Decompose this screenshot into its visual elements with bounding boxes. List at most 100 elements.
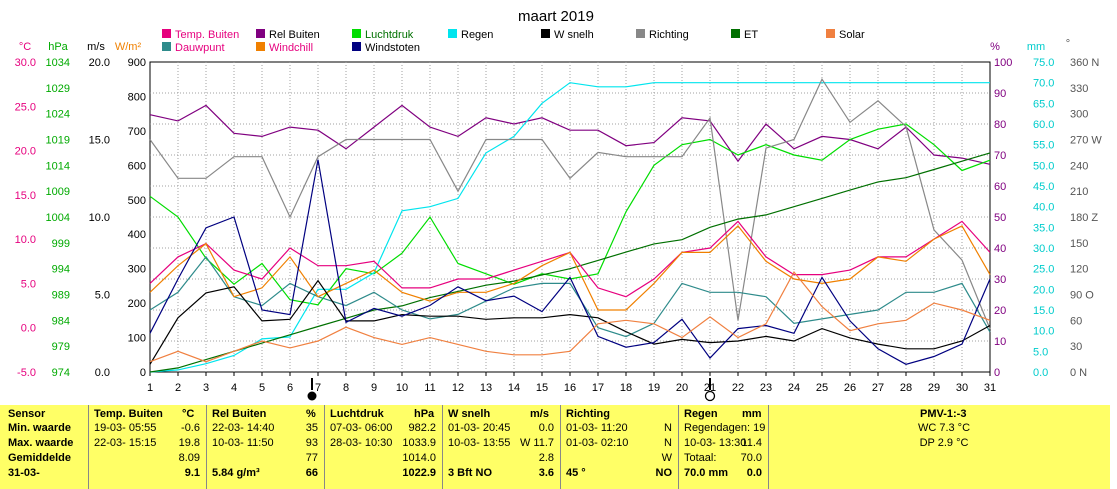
pct-tick: 0: [994, 367, 1000, 379]
stats-cell-label: Gemiddelde: [8, 452, 71, 464]
legend-swatch: [731, 29, 740, 38]
mm-tick: 25.0: [1033, 264, 1054, 276]
unit-wm2: W/m²: [115, 41, 142, 53]
statistics-table: Sensor Temp. Buiten °C Rel Buiten % Luch…: [0, 405, 1110, 489]
x-tick: 5: [259, 382, 265, 394]
stats-cell-druk-time: 28-03- 10:30: [330, 437, 393, 449]
stats-cell-regen-a: 70.0 mm: [684, 467, 729, 479]
hpa-tick: 1004: [46, 212, 70, 224]
deg-tick: 270 W: [1070, 135, 1102, 147]
x-tick: 24: [788, 382, 800, 394]
stats-cell-dir-val: W: [661, 452, 672, 464]
hpa-tick: 1019: [46, 135, 70, 147]
legend-swatch: [256, 29, 265, 38]
wm2-tick: 300: [128, 264, 146, 276]
series-windchill: [149, 225, 991, 311]
deg-tick: 150: [1070, 238, 1088, 250]
mm-tick: 50.0: [1033, 160, 1054, 172]
stats-cell-wind-time: 3 Bft NO: [448, 467, 492, 479]
stats-cell-druk-val: 1022.9: [402, 467, 436, 479]
series-richting: [149, 77, 991, 330]
mm-tick: 20.0: [1033, 284, 1054, 296]
pct-tick: 10: [994, 336, 1006, 348]
legend-label: Windchill: [269, 42, 313, 54]
temp-tick: 30.0: [15, 57, 36, 69]
legend: Temp. Buiten Rel Buiten Luchtdruk Regen W sn…: [162, 29, 865, 54]
mm-tick: 0.0: [1033, 367, 1048, 379]
hdr-pmv: PMV-1:-3: [920, 408, 967, 420]
stats-cell-druk-val: 1033.9: [402, 437, 436, 449]
stats-cell-temp-val: -0.6: [181, 422, 200, 434]
stats-cell-wind-val: 2.8: [538, 452, 554, 464]
deg-tick: 180 Z: [1070, 212, 1098, 224]
x-tick: 28: [900, 382, 912, 394]
x-tick: 7: [315, 382, 321, 394]
hpa-tick: 1034: [46, 57, 70, 69]
stats-cell-wind-val: W 11.7: [519, 437, 554, 449]
axis-ticks: 30.025.020.015.010.05.00.0-5.01034102910…: [15, 57, 1102, 402]
hdr-temp-unit: °C: [182, 408, 195, 420]
hpa-tick: 989: [52, 290, 70, 302]
wm2-tick: 800: [128, 91, 146, 103]
legend-label: Temp. Buiten: [175, 29, 239, 41]
unit-deg: °: [1066, 38, 1070, 50]
x-tick: 26: [844, 382, 856, 394]
series-regen: [149, 82, 990, 373]
deg-tick: 210: [1070, 186, 1088, 198]
wm2-tick: 200: [128, 298, 146, 310]
x-tick: 17: [592, 382, 604, 394]
x-tick: 10: [396, 382, 408, 394]
stats-cell-regen-a: Totaal:: [684, 452, 717, 464]
legend-label: Solar: [839, 29, 865, 41]
new-moon-icon: [307, 391, 317, 401]
wm2-tick: 500: [128, 195, 146, 207]
legend-label: Richting: [649, 29, 689, 41]
hpa-tick: 1014: [46, 160, 70, 172]
temp-tick: 20.0: [15, 146, 36, 158]
wm2-tick: 700: [128, 126, 146, 138]
legend-label: Windstoten: [365, 42, 420, 54]
series-solar: [149, 271, 991, 363]
series-et: [149, 152, 991, 373]
stats-cell-label: 31-03-: [8, 467, 40, 479]
stats-cell-regen-b: 70.0: [740, 452, 762, 464]
legend-label: Rel Buiten: [269, 29, 320, 41]
stats-cell-regen-b: 0.0: [746, 467, 762, 479]
hdr-sensor: Sensor: [8, 408, 46, 420]
hdr-rel: Rel Buiten: [212, 408, 267, 420]
stats-cell-druk-val: 1014.0: [402, 452, 436, 464]
x-tick: 11: [424, 382, 435, 394]
mm-tick: 15.0: [1033, 305, 1054, 317]
unit-temp: °C: [19, 41, 31, 53]
x-tick: 29: [928, 382, 940, 394]
x-tick: 27: [872, 382, 884, 394]
stats-cell-dir-val: N: [664, 437, 672, 449]
x-tick: 8: [343, 382, 349, 394]
legend-swatch: [352, 42, 361, 51]
stats-cell-rel-time: 10-03- 11:50: [212, 437, 274, 449]
deg-tick: 330: [1070, 83, 1088, 95]
mm-tick: 5.0: [1033, 346, 1048, 358]
ms-tick: 0.0: [95, 367, 110, 379]
stats-cell-wind-time: 10-03- 13:55: [448, 437, 511, 449]
x-tick: 30: [956, 382, 968, 394]
deg-tick: 30: [1070, 341, 1082, 353]
x-tick: 31: [984, 382, 996, 394]
stats-cell-dir-time: 01-03- 11:20: [566, 422, 628, 434]
ms-tick: 5.0: [95, 290, 110, 302]
stats-cell-pmv: WC 7.3 °C: [917, 422, 971, 434]
stats-cell-wind-val: 3.6: [538, 467, 554, 479]
deg-tick: 120: [1070, 264, 1088, 276]
legend-label: Dauwpunt: [175, 42, 225, 54]
plot-area: [149, 61, 991, 373]
legend-swatch: [541, 29, 550, 38]
mm-tick: 10.0: [1033, 326, 1054, 338]
unit-mm: mm: [1027, 41, 1045, 53]
x-tick: 23: [760, 382, 772, 394]
hpa-tick: 974: [52, 367, 70, 379]
deg-tick: 360 N: [1070, 57, 1099, 69]
stats-cell-label: Min. waarde: [8, 422, 71, 434]
stats-cell-dir-time: 01-03- 02:10: [566, 437, 629, 449]
x-tick: 12: [452, 382, 464, 394]
unit-hpa: hPa: [48, 41, 68, 53]
